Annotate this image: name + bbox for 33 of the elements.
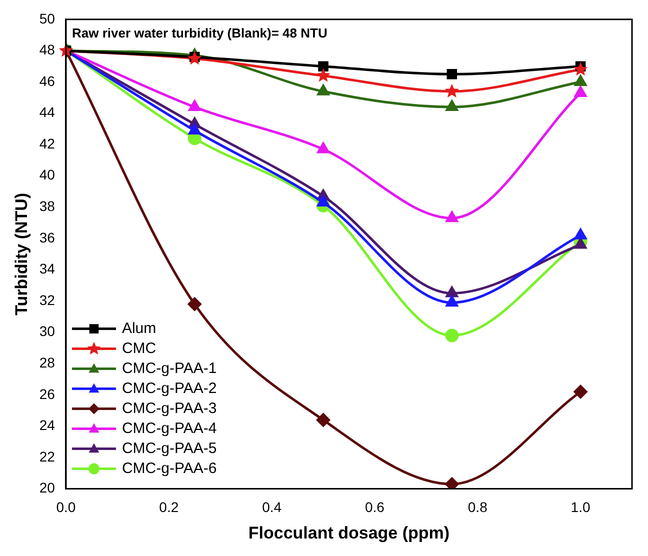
y-tick-label: 38 — [39, 198, 56, 214]
y-tick-label: 50 — [39, 10, 56, 26]
x-tick-label: 0.2 — [159, 499, 179, 516]
legend-label: Alum — [122, 320, 156, 337]
x-axis-title: Flocculant dosage (ppm) — [248, 523, 450, 542]
y-tick-label: 24 — [39, 417, 56, 434]
legend-label: CMC-g-PAA-5 — [122, 440, 217, 457]
y-tick-label: 40 — [39, 166, 56, 183]
y-tick-label: 44 — [39, 104, 56, 120]
x-tick-label: 0.8 — [468, 499, 488, 516]
x-tick-label: 0.0 — [56, 499, 76, 516]
y-tick-label: 34 — [39, 260, 56, 277]
x-tick-label: 0.4 — [262, 499, 282, 516]
y-tick-label: 32 — [39, 292, 56, 308]
x-tick-label: 0.6 — [364, 499, 385, 516]
legend-label: CMC-g-PAA-4 — [122, 420, 217, 437]
legend-label: CMC-g-PAA-6 — [122, 460, 217, 477]
x-tick-label: 1.0 — [570, 499, 590, 516]
y-axis-title: Turbidity (NTU) — [12, 192, 31, 316]
legend-label: CMC-g-PAA-1 — [122, 360, 217, 377]
y-tick-label: 46 — [39, 72, 56, 89]
y-tick-label: 42 — [39, 135, 56, 152]
y-tick-label: 36 — [39, 229, 56, 246]
legend-label: CMC-g-PAA-3 — [122, 400, 217, 417]
y-tick-label: 30 — [39, 323, 56, 340]
y-tick-label: 28 — [39, 354, 56, 370]
y-tick-label: 48 — [39, 42, 56, 58]
annotation: Raw river water turbidity (Blank)= 48 NTU — [72, 25, 328, 40]
legend-label: CMC-g-PAA-2 — [122, 380, 217, 397]
y-tick-label: 26 — [39, 386, 56, 402]
y-tick-label: 20 — [39, 480, 56, 496]
legend-label: CMC — [122, 340, 156, 357]
y-tick-label: 22 — [39, 448, 56, 464]
